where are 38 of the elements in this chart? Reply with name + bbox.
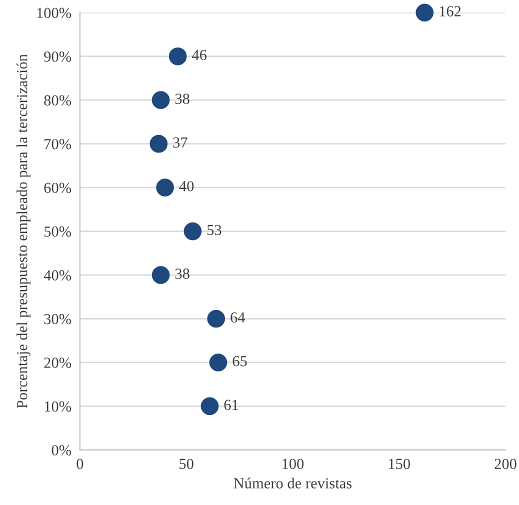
y-tick-label: 10% — [44, 401, 72, 412]
annotation: 38 — [175, 94, 190, 104]
y-tick-label: 0% — [52, 445, 72, 456]
annotation: 162 — [440, 6, 461, 16]
point — [150, 134, 168, 153]
annotation: 53 — [207, 224, 222, 236]
annotation: 65 — [232, 356, 247, 366]
point — [152, 91, 170, 110]
y-tick-label: 50% — [44, 226, 72, 237]
annotation: 61 — [224, 400, 238, 410]
x-tick-label: 200 — [494, 458, 516, 470]
annotation: 64 — [230, 312, 246, 323]
point — [200, 397, 219, 416]
annotation: 38 — [175, 268, 190, 279]
point — [207, 310, 226, 328]
y-tick-label: 80% — [44, 95, 72, 106]
y-tick-label: 90% — [44, 52, 72, 62]
y-axis-title: Porcentaje del presupuesto empleado para la tercerización — [16, 54, 30, 408]
y-tick-label: 20% — [44, 358, 72, 368]
point — [156, 178, 174, 196]
annotation: 37 — [173, 137, 188, 148]
x-axis-title: Número de revistas — [234, 478, 352, 488]
point — [184, 222, 202, 240]
point — [152, 266, 170, 284]
point — [416, 4, 434, 22]
annotation: 46 — [192, 50, 207, 60]
x-tick-label: 50 — [180, 458, 194, 470]
y-tick-label: 100% — [37, 8, 72, 18]
point — [168, 47, 187, 66]
y-tick-label: 30% — [44, 314, 72, 324]
x-tick-label: 150 — [388, 458, 410, 470]
y-tick-label: 60% — [44, 182, 72, 194]
y-tick-label: 40% — [44, 270, 72, 281]
x-tick-label: 0 — [76, 458, 84, 470]
annotation: 40 — [179, 181, 194, 192]
point — [209, 354, 228, 372]
x-tick-label: 100 — [282, 458, 304, 470]
y-tick-label: 70% — [44, 138, 72, 150]
